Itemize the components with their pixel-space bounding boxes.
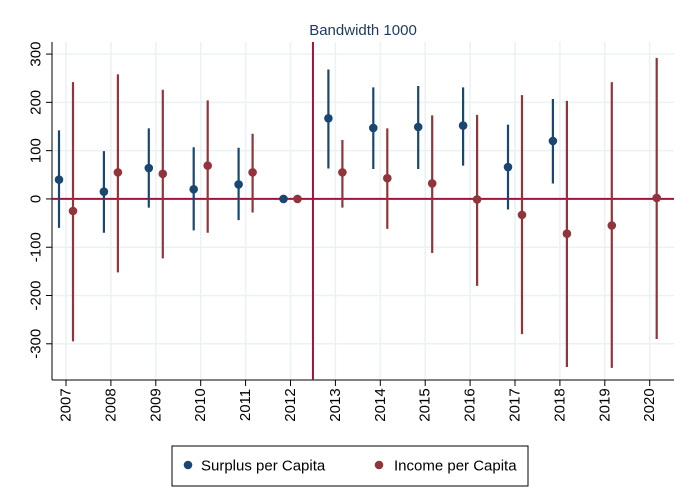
grid-layer [52, 42, 674, 380]
surplus-per-capita-point-2013 [324, 113, 333, 123]
legend-label-income-per-capita: Income per Capita [394, 458, 517, 475]
income-per-capita-point-2011 [248, 168, 257, 177]
legend-label-surplus-per-capita: Surplus per Capita [201, 458, 326, 475]
income-per-capita-point-2015 [427, 179, 437, 188]
income-per-capita-point-2020 [652, 193, 661, 203]
legend-marker-income-per-capita [374, 460, 384, 470]
surplus-per-capita-point-2014 [369, 123, 378, 133]
surplus-per-capita-point-2018 [548, 136, 558, 146]
income-per-capita-point-2008 [113, 168, 123, 177]
plot-area [52, 42, 674, 380]
x-tick-label: 2013 [327, 388, 344, 421]
income-per-capita-point-2018 [562, 229, 572, 238]
x-tick-label: 2014 [372, 388, 389, 421]
income-per-capita-point-2016 [472, 195, 482, 204]
income-per-capita-point-2014 [383, 173, 392, 183]
income-per-capita-point-2019 [607, 221, 617, 230]
y-tick-label: -200 [28, 280, 45, 310]
axes-layer: -300 -200 -100 0 100 200 300 2007 2008 2009 2010 20… [28, 42, 674, 422]
y-tick-label: -100 [28, 232, 45, 262]
y-tick-label: 0 [28, 195, 45, 203]
legend-box [171, 445, 529, 487]
surplus-per-capita-point-2010 [189, 184, 198, 194]
surplus-per-capita-point-2008 [99, 187, 109, 196]
surplus-per-capita-point-2016 [458, 121, 468, 130]
income-per-capita-point-2013 [338, 168, 347, 177]
x-tick-label: 2010 [192, 388, 209, 421]
surplus-per-capita-point-2017 [503, 162, 513, 172]
x-tick-label: 2017 [507, 388, 524, 421]
surplus-per-capita-point-2007 [54, 175, 64, 184]
y-tick-label: 300 [28, 42, 45, 67]
income-per-capita-point-2009 [158, 169, 168, 179]
data-marks [54, 57, 661, 368]
legend: Surplus per Capita Income per Capita [171, 445, 529, 487]
surplus-per-capita-point-2009 [144, 163, 154, 173]
income-per-capita-point-2007 [68, 206, 78, 216]
income-per-capita-point-2017 [517, 210, 527, 220]
x-tick-label: 2019 [596, 388, 613, 421]
x-tick-label: 2011 [237, 389, 254, 421]
chart-title: Bandwidth 1000 [309, 22, 417, 39]
x-tick-label: 2008 [102, 388, 119, 421]
income-per-capita-point-2012 [293, 194, 302, 204]
x-tick-label: 2018 [551, 388, 568, 421]
income-per-capita-point-2010 [203, 161, 212, 170]
x-tick-label: 2016 [462, 388, 479, 421]
surplus-per-capita-point-2015 [413, 122, 423, 132]
reference-lines [52, 42, 674, 380]
legend-marker-surplus-per-capita [183, 460, 193, 470]
x-tick-label: 2015 [417, 388, 434, 421]
y-tick-label: 100 [28, 138, 45, 163]
x-tick-label: 2009 [147, 388, 164, 421]
y-tick-label: -300 [28, 329, 45, 359]
y-tick-label: 200 [28, 90, 45, 115]
x-tick-label: 2020 [641, 388, 658, 421]
surplus-per-capita-point-2011 [234, 180, 243, 189]
x-tick-label: 2012 [282, 388, 299, 421]
surplus-per-capita-point-2012 [279, 194, 288, 204]
x-tick-label: 2007 [58, 388, 75, 421]
